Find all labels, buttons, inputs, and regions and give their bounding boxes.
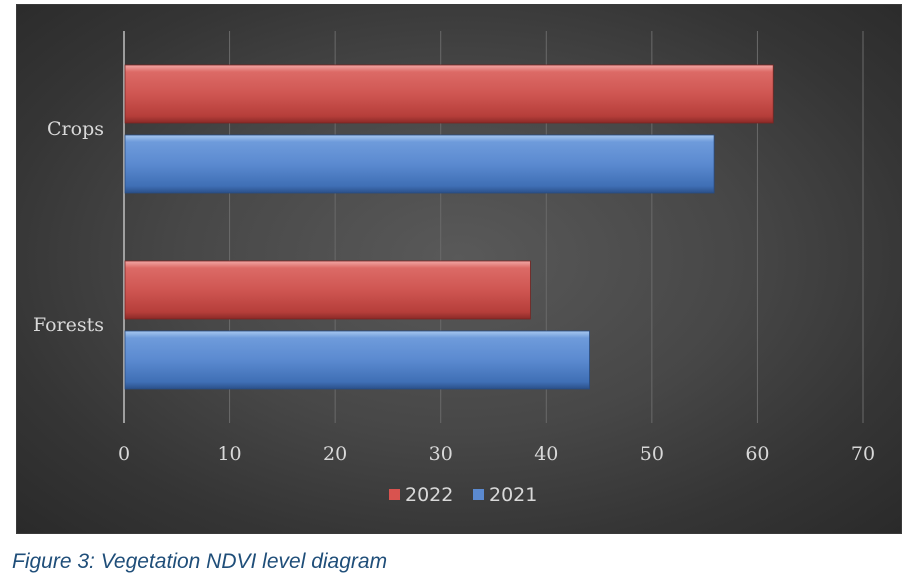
- legend-marker-2021: [473, 489, 484, 500]
- bar-crops-2021: [124, 134, 715, 194]
- x-tick-label: 20: [323, 443, 347, 465]
- bar-chart: 0 10 20 30 40 50 60 70 Crops Forests 2022 2021: [33, 31, 875, 506]
- legend-label-2021: 2021: [489, 484, 537, 506]
- bar-forests-2022: [124, 260, 531, 320]
- bar-forests-2021: [124, 330, 590, 390]
- bar-crops-2022: [124, 64, 774, 124]
- x-tick-label: 30: [429, 443, 453, 465]
- category-label-forests: Forests: [33, 314, 104, 336]
- x-tick-label: 70: [851, 443, 875, 465]
- x-tick-label: 10: [217, 443, 241, 465]
- x-tick-label: 50: [640, 443, 664, 465]
- legend-label-2022: 2022: [405, 484, 453, 506]
- chart-area: 0 10 20 30 40 50 60 70 Crops Forests 2022 2021: [16, 4, 902, 534]
- x-tick-label: 40: [534, 443, 558, 465]
- figure-caption: Figure 3: Vegetation NDVI level diagram: [12, 550, 388, 573]
- legend-marker-2022: [389, 489, 400, 500]
- x-tick-label: 60: [745, 443, 769, 465]
- x-tick-label: 0: [118, 443, 130, 465]
- category-label-crops: Crops: [47, 118, 104, 140]
